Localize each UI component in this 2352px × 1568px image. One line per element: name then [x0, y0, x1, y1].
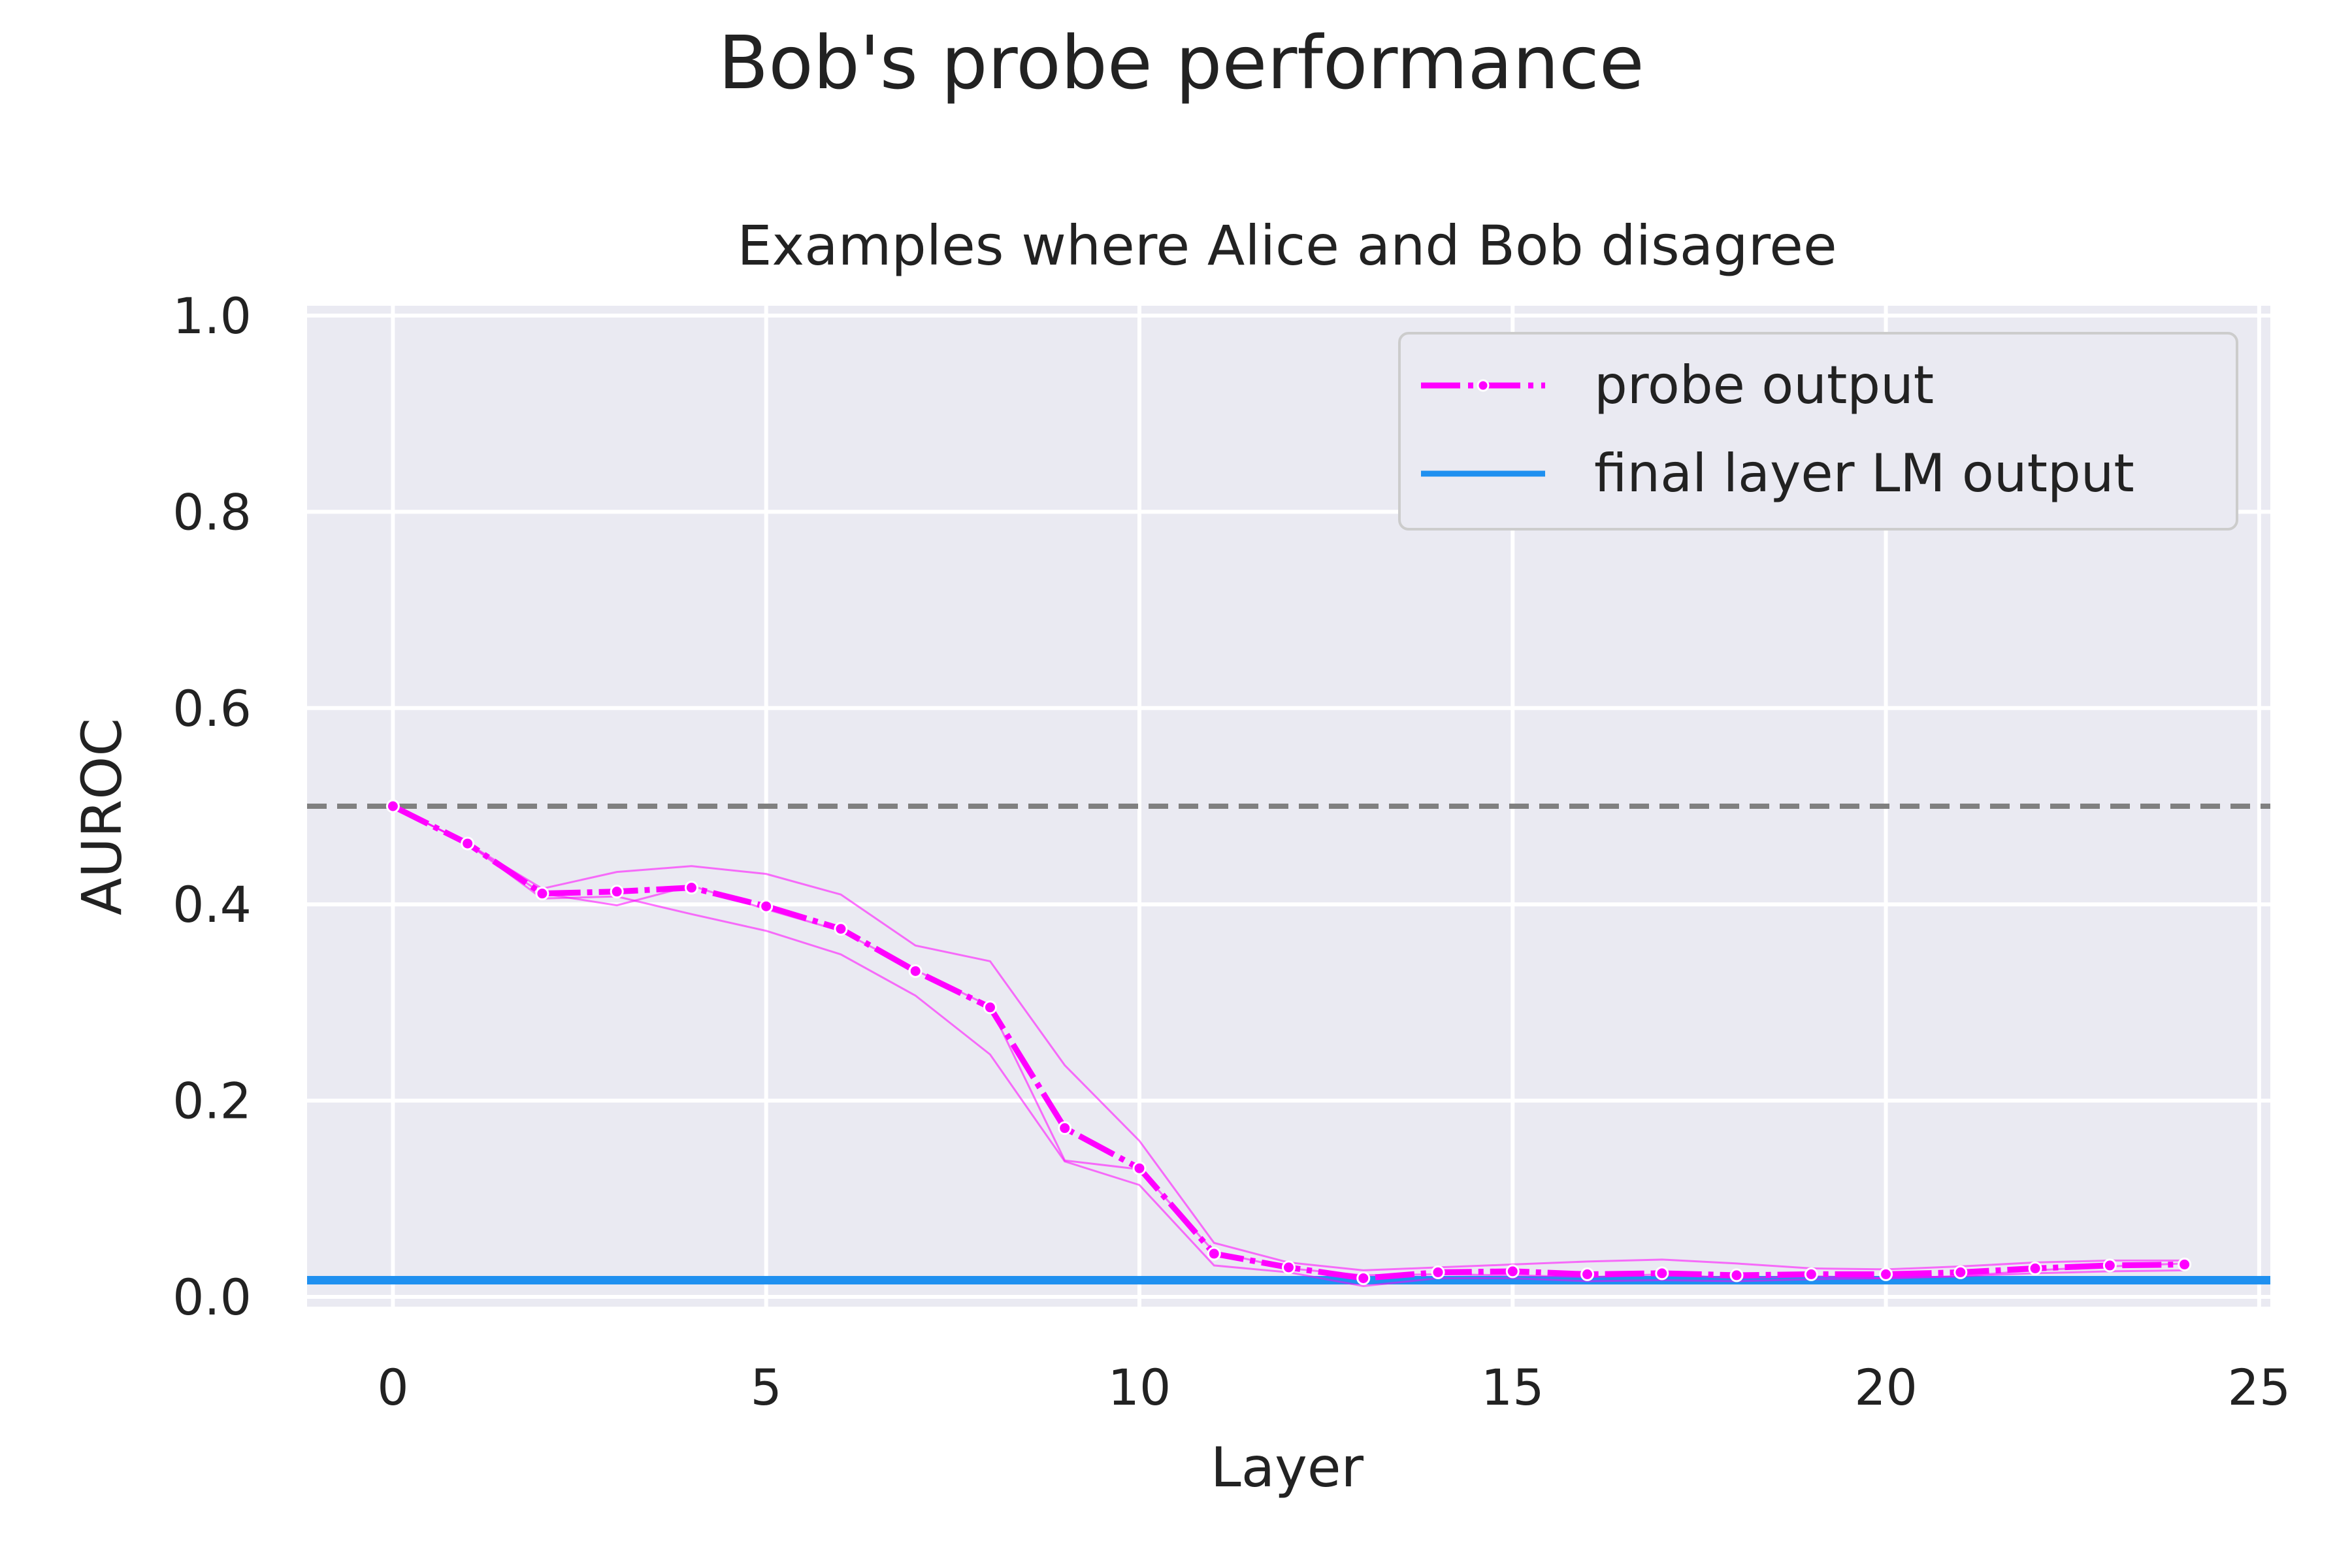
x-tick-label: 25	[2228, 1358, 2291, 1416]
probe-output-point	[385, 799, 400, 813]
y-tick-label: 0.0	[172, 1268, 252, 1326]
probe-output-point	[1132, 1161, 1147, 1175]
probe-output-point	[1729, 1268, 1744, 1282]
y-tick-label: 1.0	[172, 287, 252, 345]
probe-output-point	[535, 887, 549, 901]
y-tick-label: 0.4	[172, 875, 252, 934]
probe-output-point	[1953, 1265, 1968, 1279]
probe-output-point	[1207, 1247, 1221, 1261]
probe-output-point	[1580, 1267, 1595, 1281]
legend-label-final-layer: final layer LM output	[1594, 443, 2134, 504]
probe-output-point	[2028, 1261, 2042, 1275]
series-group	[307, 799, 2270, 1287]
y-tick-label: 0.8	[172, 483, 252, 541]
x-tick-label: 5	[751, 1358, 782, 1416]
x-tick-label: 10	[1108, 1358, 1171, 1416]
y-tick-labels: 0.0 0.2 0.4 0.6 0.8 1.0	[172, 287, 252, 1326]
probe-output-point	[1282, 1260, 1296, 1275]
probe-output-point	[1505, 1264, 1520, 1279]
probe-output-point	[1431, 1265, 1445, 1279]
probe-output-point	[834, 922, 848, 936]
probe-output-point	[908, 964, 923, 978]
probe-output-point	[1879, 1267, 1893, 1281]
chart-title: Bob's probe performance	[718, 21, 1644, 106]
y-tick-label: 0.6	[172, 679, 252, 738]
legend-label-probe-output: probe output	[1594, 355, 1934, 416]
probe-output-point	[983, 1000, 997, 1015]
probe-output-point	[759, 899, 774, 913]
probe-output-point	[1356, 1271, 1371, 1285]
probe-output-point	[684, 881, 698, 895]
x-axis-label: Layer	[1211, 1435, 1364, 1499]
legend-marker-probe-output	[1477, 379, 1490, 392]
probe-output-point	[610, 885, 624, 899]
legend-box	[1398, 332, 2238, 531]
y-tick-label: 0.2	[172, 1072, 252, 1130]
x-tick-label: 20	[1854, 1358, 1918, 1416]
probe-output-point	[1804, 1267, 1818, 1281]
chart-subtitle: Examples where Alice and Bob disagree	[737, 214, 1837, 278]
x-tick-labels: 0 5 10 15 20 25	[377, 1358, 2291, 1416]
probe-output-point	[461, 836, 475, 851]
legend: probe output final layer LM output	[1398, 332, 2238, 531]
x-tick-label: 15	[1481, 1358, 1544, 1416]
series-probe-output	[385, 799, 2192, 1287]
y-axis-label: AUROC	[70, 718, 134, 915]
probe-output-point	[2178, 1257, 2192, 1271]
probe-output-point	[1058, 1121, 1072, 1135]
x-tick-label: 0	[377, 1358, 408, 1416]
probe-output-point	[2102, 1258, 2117, 1273]
probe-output-point	[1655, 1266, 1669, 1281]
